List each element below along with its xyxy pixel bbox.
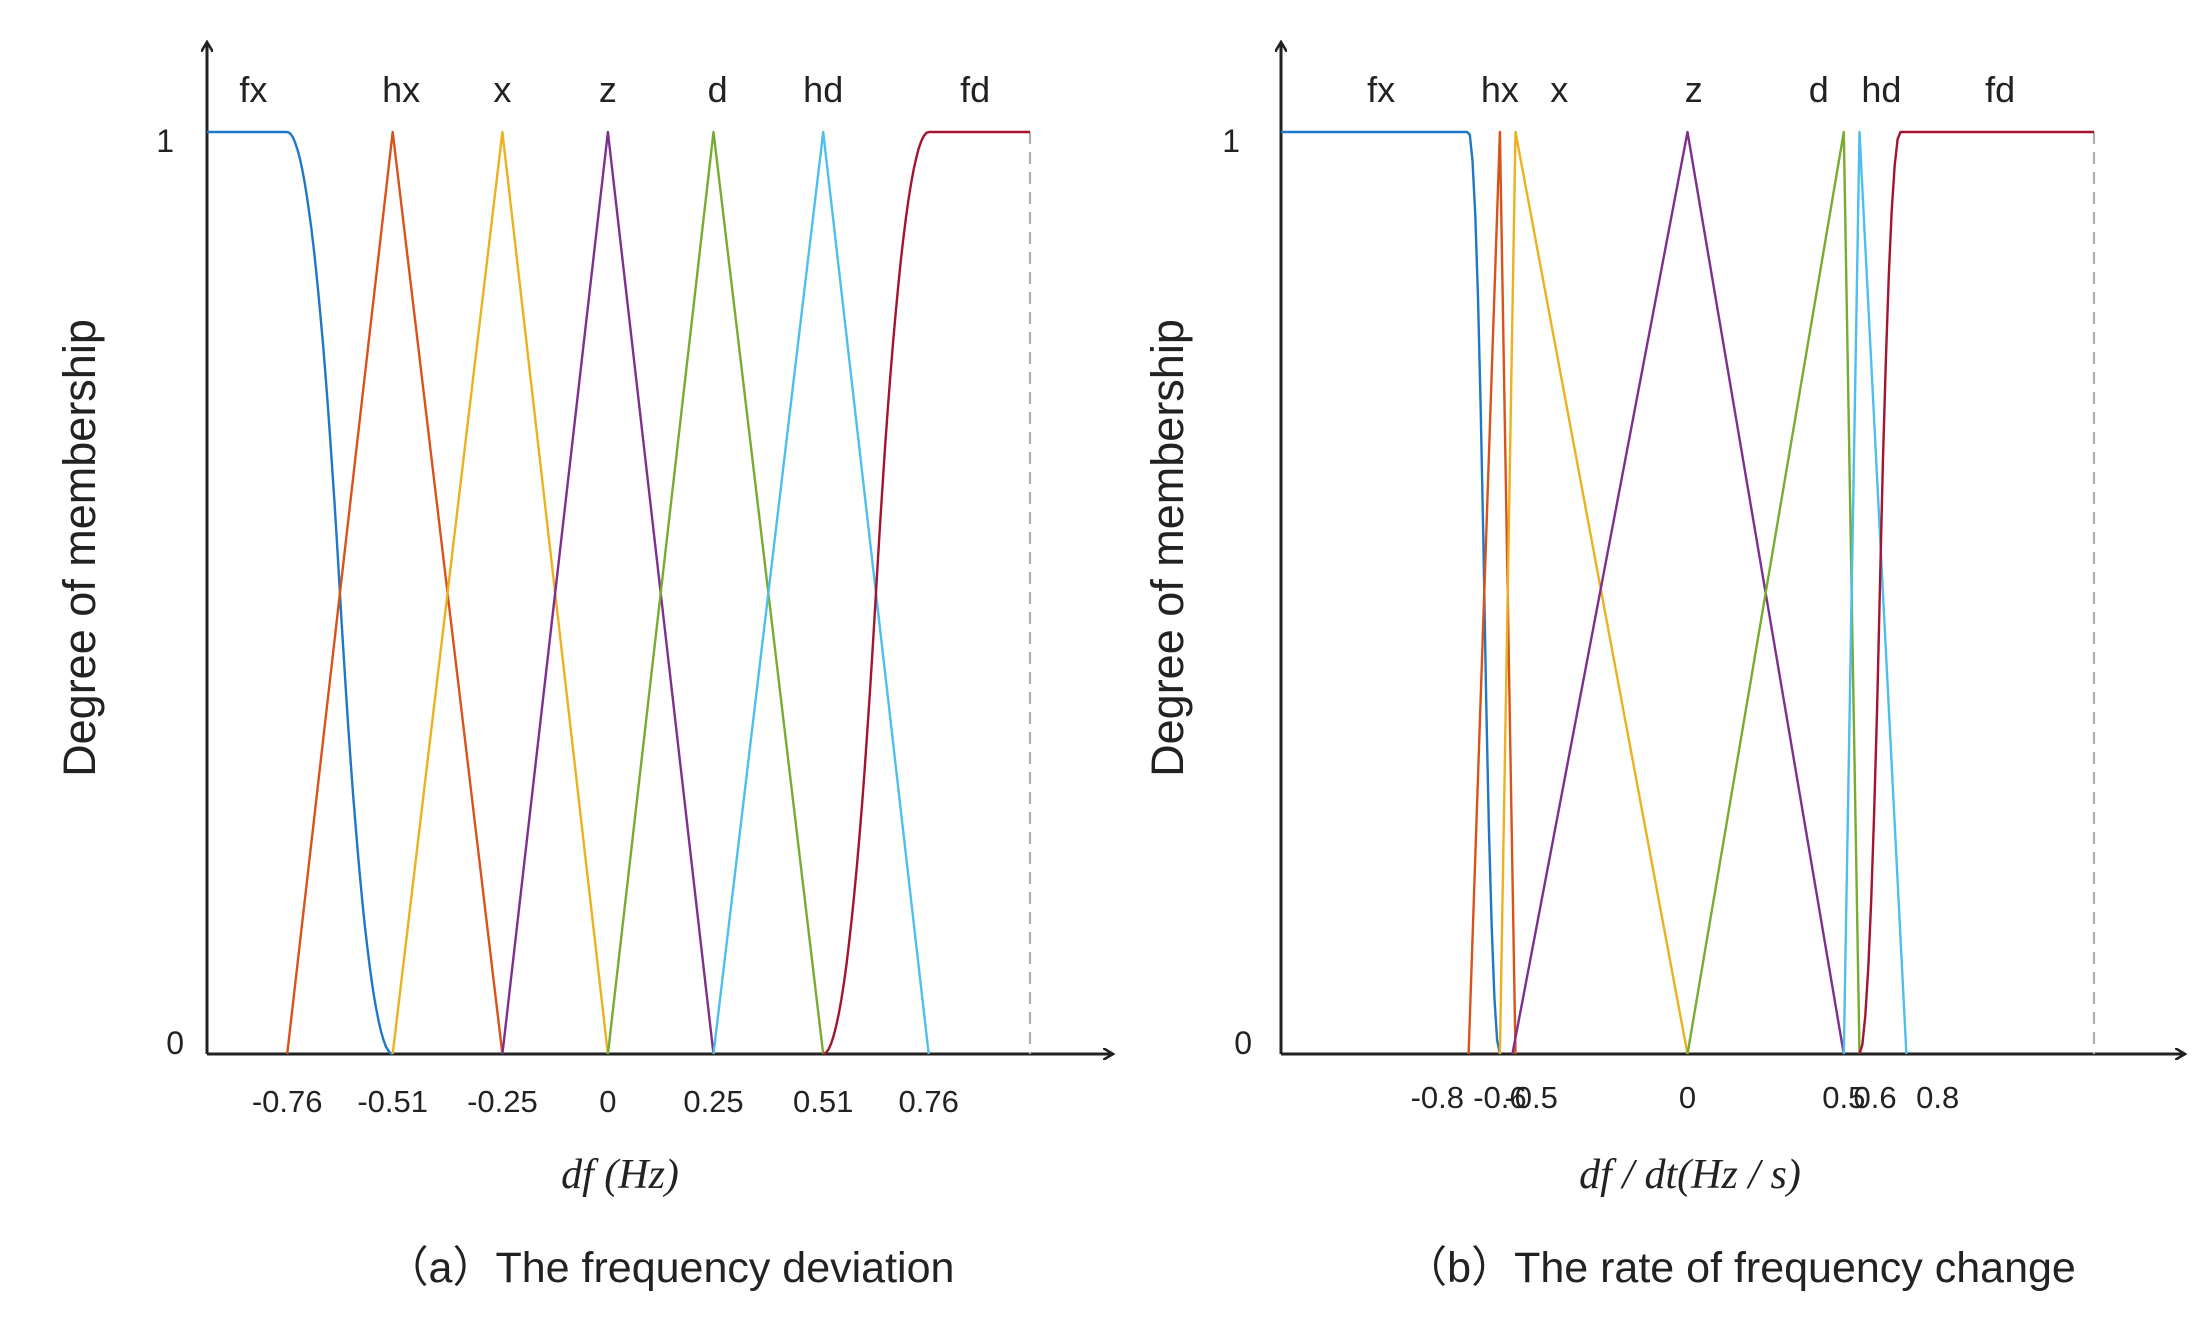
panel-frequency-deviation: 1 0 Degree of membership fx hx x z d hd fd -0.… bbox=[54, 42, 1113, 1292]
series-label-z: z bbox=[1685, 69, 1703, 110]
x-tick-labels: -0.76 -0.51 -0.25 0 0.25 0.51 0.76 bbox=[252, 1084, 959, 1119]
x-tick-label: 0.76 bbox=[899, 1084, 959, 1119]
panel-rate-of-frequency-change: 1 0 Degree of membership fx hx x z d hd fd -0.… bbox=[1142, 42, 2185, 1292]
x-tick-label: -0.5 bbox=[1504, 1080, 1557, 1115]
membership-curve-hd bbox=[1842, 130, 1908, 1055]
x-tick-label: -0.76 bbox=[252, 1084, 323, 1119]
y-axis-title: Degree of membership bbox=[1142, 319, 1193, 777]
membership-curve-x bbox=[391, 130, 610, 1055]
y-tick-1: 1 bbox=[156, 123, 174, 159]
series-label-x: x bbox=[1550, 69, 1568, 110]
series-label-fx: fx bbox=[1367, 69, 1395, 110]
x-tick-label: 0.5 bbox=[1822, 1080, 1865, 1115]
x-tick-label: 0.8 bbox=[1916, 1080, 1959, 1115]
series-label-fx: fx bbox=[239, 69, 267, 110]
membership-curve-d bbox=[1686, 130, 1861, 1055]
x-tick-label: -0.51 bbox=[357, 1084, 428, 1119]
membership-curve-z bbox=[1511, 130, 1845, 1055]
series-label-z: z bbox=[599, 69, 617, 110]
series-label-fd: fd bbox=[1985, 69, 2015, 110]
x-tick-label: -0.8 bbox=[1411, 1080, 1464, 1115]
x-tick-label: 0.25 bbox=[683, 1084, 743, 1119]
membership-curve-d bbox=[606, 130, 825, 1055]
x-tick-label: 0 bbox=[1679, 1080, 1696, 1115]
membership-curve-hx bbox=[1467, 130, 1517, 1055]
y-tick-0: 0 bbox=[166, 1025, 184, 1061]
series-label-d: d bbox=[708, 69, 728, 110]
series-label-hx: hx bbox=[382, 69, 420, 110]
membership-curve-fx bbox=[207, 130, 394, 1056]
membership-curve-z bbox=[501, 130, 715, 1055]
x-axis-title: df (Hz) bbox=[561, 1152, 679, 1198]
y-tick-1: 1 bbox=[1222, 123, 1240, 159]
membership-curve-hx bbox=[286, 130, 504, 1055]
fuzzy-set-labels: fx hx x z d hd fd bbox=[1367, 69, 2015, 110]
membership-curves bbox=[207, 130, 1030, 1056]
panel-subtitle: （a）The frequency deviation bbox=[386, 1244, 955, 1292]
series-label-d: d bbox=[1809, 69, 1829, 110]
series-label-hd: hd bbox=[803, 69, 843, 110]
series-label-x: x bbox=[493, 69, 511, 110]
x-tick-labels: -0.8 -0.6-0.5 0 0.50.6 0.8 bbox=[1411, 1080, 1960, 1115]
series-label-fd: fd bbox=[960, 69, 990, 110]
panel-subtitle: （b）The rate of frequency change bbox=[1404, 1244, 2076, 1292]
membership-curve-fd bbox=[1858, 130, 2094, 1055]
membership-curves bbox=[1281, 130, 2094, 1055]
x-tick-label: 0.51 bbox=[793, 1084, 853, 1119]
series-label-hd: hd bbox=[1861, 69, 1901, 110]
membership-curve-fx bbox=[1281, 130, 1502, 1055]
series-label-hx: hx bbox=[1481, 69, 1519, 110]
x-tick-label: -0.6 bbox=[1473, 1080, 1526, 1115]
membership-curve-x bbox=[1498, 130, 1689, 1055]
x-tick-label: 0 bbox=[599, 1084, 616, 1119]
x-axis-title: df / dt(Hz / s) bbox=[1579, 1152, 1801, 1198]
y-axis-title: Degree of membership bbox=[54, 319, 105, 777]
membership-curve-hd bbox=[712, 130, 930, 1055]
membership-curve-fd bbox=[822, 130, 1030, 1056]
fuzzy-set-labels: fx hx x z d hd fd bbox=[239, 69, 990, 110]
x-tick-label: -0.25 bbox=[467, 1084, 538, 1119]
x-tick-label: 0.6 bbox=[1854, 1080, 1897, 1115]
y-tick-0: 0 bbox=[1234, 1025, 1252, 1061]
